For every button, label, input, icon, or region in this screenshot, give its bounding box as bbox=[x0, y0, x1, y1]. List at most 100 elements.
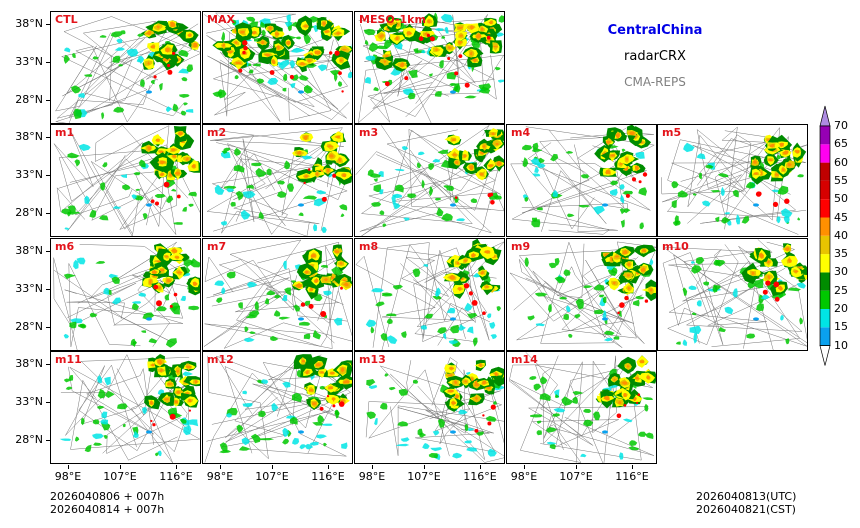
echo-cell bbox=[298, 212, 304, 217]
lake-marker bbox=[450, 203, 456, 207]
lake-marker bbox=[602, 203, 608, 207]
echo-cell bbox=[554, 257, 560, 266]
echo-strong bbox=[332, 404, 336, 408]
echo-core bbox=[149, 400, 153, 405]
panel-label: MAX bbox=[207, 13, 235, 26]
echo-core bbox=[379, 34, 384, 38]
echo-cell bbox=[548, 304, 552, 313]
echo-cell bbox=[718, 173, 729, 178]
lon-tick-label: 116°E bbox=[311, 470, 345, 483]
echo-cell bbox=[384, 373, 389, 377]
echo-cell bbox=[242, 191, 256, 199]
echo-cell bbox=[246, 185, 254, 189]
echo-cell bbox=[180, 295, 186, 301]
echo-core bbox=[151, 363, 155, 367]
echo-cell bbox=[392, 193, 403, 199]
echo-cell bbox=[256, 78, 265, 84]
echo-cell bbox=[261, 379, 269, 384]
echo-cell bbox=[639, 222, 644, 230]
echo-core bbox=[170, 21, 176, 28]
echo-core bbox=[304, 174, 309, 178]
echo-cell bbox=[304, 300, 311, 306]
echo-core bbox=[480, 271, 484, 275]
province-border bbox=[211, 143, 348, 235]
lon-tick-mark bbox=[632, 465, 633, 469]
echo-core bbox=[193, 42, 198, 48]
echo-cell bbox=[179, 94, 190, 98]
echo-cell bbox=[333, 73, 338, 82]
echo-cell bbox=[214, 184, 225, 195]
echo-cell bbox=[117, 403, 128, 410]
echo-cell bbox=[258, 211, 264, 220]
echo-cell bbox=[593, 411, 601, 421]
echo-core bbox=[334, 135, 340, 139]
echo-cell bbox=[141, 407, 147, 415]
echo-core bbox=[469, 25, 474, 30]
echo-cell bbox=[466, 326, 474, 334]
echo-strong bbox=[637, 393, 641, 396]
echo-cell bbox=[539, 393, 551, 402]
system-title: CMA-REPS bbox=[624, 75, 686, 89]
variable-title: radarCRX bbox=[624, 49, 686, 64]
echo-cell bbox=[331, 266, 344, 276]
echo-strong bbox=[329, 51, 333, 55]
lon-tick-label: 98°E bbox=[206, 470, 234, 483]
echo-core bbox=[484, 285, 490, 289]
echo-cell bbox=[188, 305, 200, 311]
echo-cell bbox=[464, 440, 473, 444]
echo-strong bbox=[242, 40, 248, 46]
echo-cell bbox=[369, 385, 378, 389]
echo-cell bbox=[671, 181, 679, 189]
panel-map bbox=[358, 12, 504, 123]
echo-strong bbox=[489, 192, 494, 197]
echo-cell bbox=[141, 330, 147, 333]
echo-cell bbox=[223, 147, 231, 152]
echo-cell bbox=[611, 267, 618, 274]
echo-cell bbox=[536, 207, 543, 211]
echo-cell bbox=[114, 47, 125, 51]
echo-cell bbox=[111, 276, 120, 284]
echo-core bbox=[456, 261, 460, 265]
echo-cell bbox=[487, 448, 497, 457]
echo-cell bbox=[583, 419, 594, 427]
echo-cell bbox=[172, 103, 179, 112]
echo-core bbox=[156, 25, 160, 29]
echo-cell bbox=[241, 437, 250, 446]
echo-cell bbox=[283, 73, 288, 82]
province-border bbox=[67, 158, 168, 234]
echo-core bbox=[335, 32, 342, 35]
echo-cell bbox=[240, 210, 251, 220]
echo-cell bbox=[602, 310, 607, 319]
province-border bbox=[429, 357, 471, 445]
echo-strong bbox=[156, 300, 162, 307]
echo-cell bbox=[373, 178, 378, 182]
echo-cell bbox=[64, 227, 70, 230]
lake-marker bbox=[298, 430, 304, 434]
map-panel: m1 bbox=[50, 124, 201, 237]
echo-strong bbox=[458, 54, 463, 58]
province-border bbox=[82, 20, 184, 117]
echo-cell bbox=[277, 180, 285, 185]
echo-core bbox=[399, 62, 405, 68]
colorbar-level-label: 50 bbox=[834, 192, 848, 206]
echo-cell bbox=[97, 405, 105, 410]
echo-core bbox=[449, 274, 456, 280]
province-border bbox=[365, 369, 501, 457]
echo-cell bbox=[452, 83, 461, 93]
echo-core bbox=[310, 253, 316, 258]
echo-core bbox=[150, 45, 156, 49]
colorbar-level-label: 60 bbox=[834, 155, 848, 169]
echo-core bbox=[187, 33, 192, 37]
province-border bbox=[535, 364, 653, 450]
echo-core bbox=[395, 36, 399, 41]
echo-strong bbox=[303, 181, 306, 185]
province-border bbox=[667, 244, 756, 349]
echo-cell bbox=[282, 381, 291, 388]
echo-cell bbox=[164, 294, 170, 301]
echo-cell bbox=[93, 442, 103, 446]
echo-cell bbox=[385, 313, 397, 317]
echo-cell bbox=[248, 69, 254, 74]
echo-cell bbox=[316, 190, 327, 195]
echo-cell bbox=[688, 285, 697, 290]
echo-cell bbox=[373, 87, 379, 92]
